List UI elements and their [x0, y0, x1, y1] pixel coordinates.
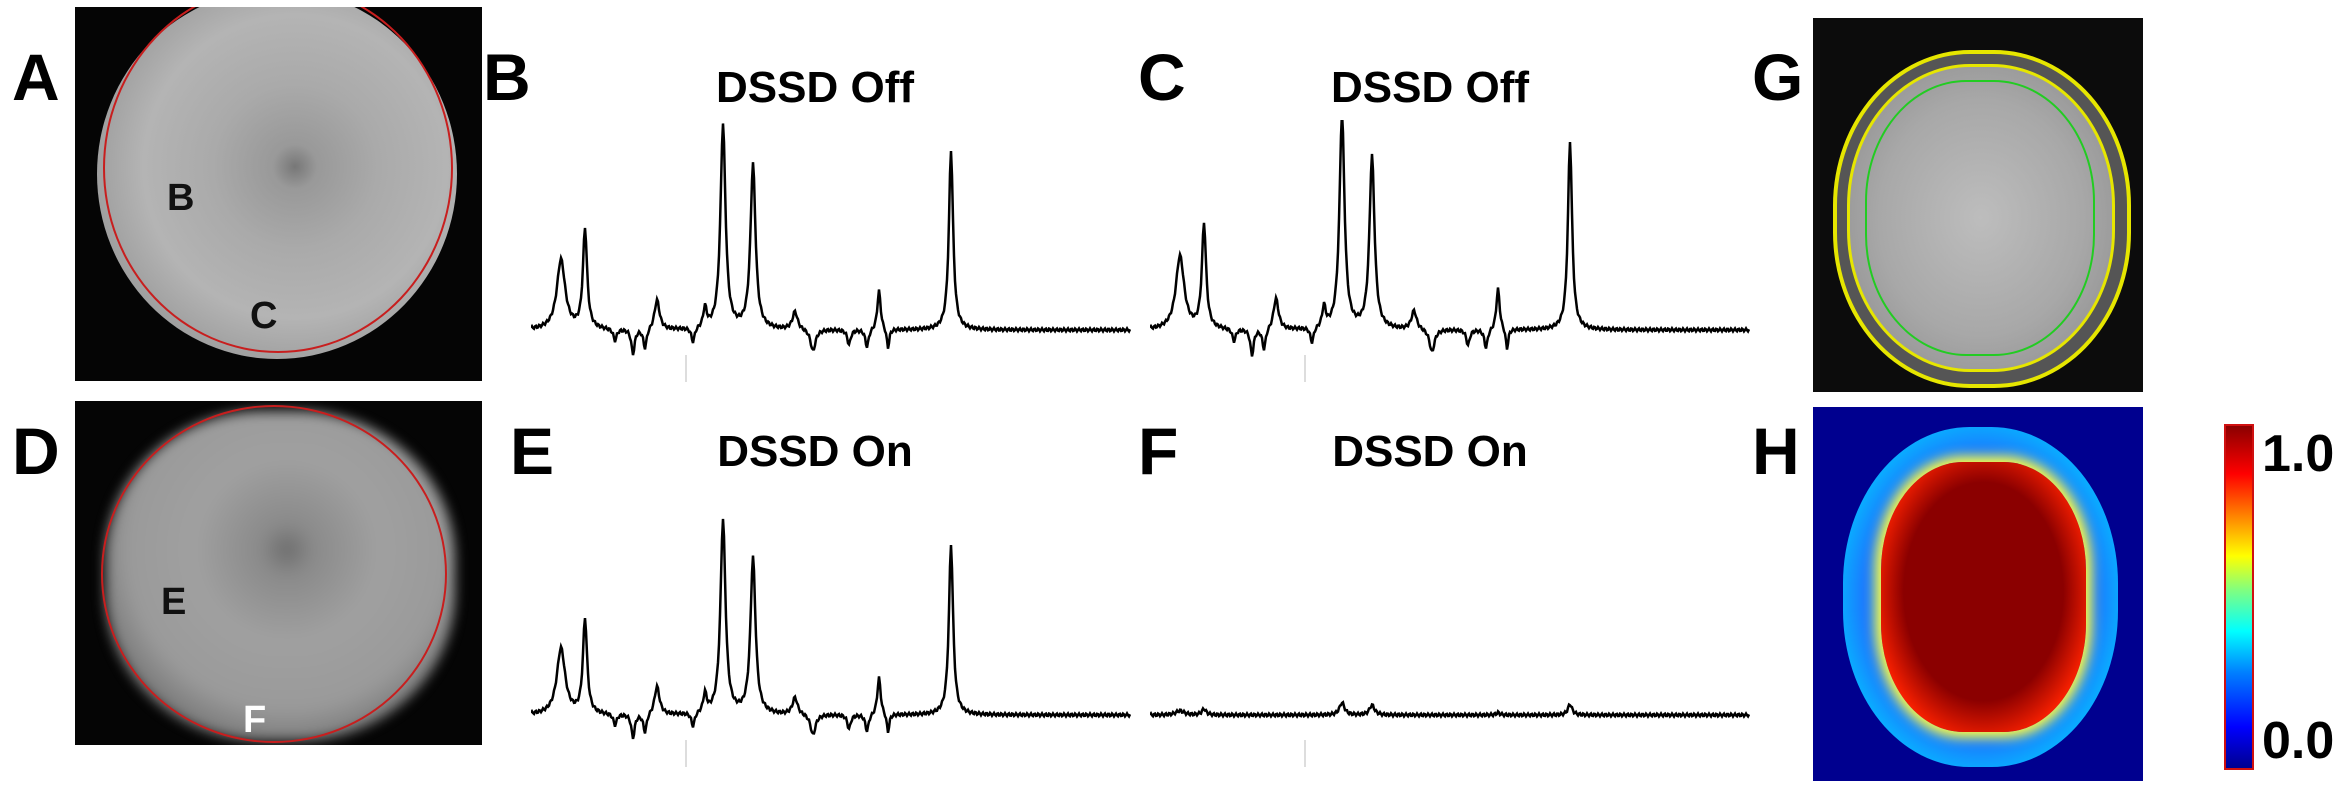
spectrum-b-title: DSSD Off — [716, 63, 914, 112]
panel-label-f: F — [1138, 414, 1179, 488]
panel-h-map — [1813, 407, 2143, 781]
spectrum-c-title: DSSD Off — [1331, 63, 1529, 112]
roi-label-f: F — [243, 699, 267, 741]
spectrum-e-title: DSSD On — [717, 427, 913, 476]
colorbar — [2224, 424, 2254, 770]
spectrum-b — [531, 123, 1131, 382]
spectrum-f — [1150, 700, 1750, 767]
panel-label-d: D — [12, 414, 60, 488]
roi-label-e: E — [161, 581, 187, 623]
roi-label-b: B — [167, 177, 195, 219]
roi-label-c: C — [250, 295, 278, 337]
panel-label-e: E — [510, 414, 555, 488]
panel-d-image: E F — [75, 401, 482, 745]
panel-label-g: G — [1752, 40, 1804, 114]
panel-label-c: C — [1138, 40, 1186, 114]
colorbar-min-label: 0.0 — [2262, 712, 2335, 770]
spectrum-f-title: DSSD On — [1332, 427, 1528, 476]
spectrum-line — [1150, 700, 1750, 720]
panel-label-b: B — [483, 40, 531, 114]
panel-label-a: A — [12, 40, 60, 114]
spectrum-line — [1150, 120, 1750, 357]
spectrum-line — [531, 123, 1131, 356]
panel-g-anatomical-image — [1813, 18, 2143, 392]
panel-a-image: B C — [75, 7, 482, 381]
spectrum-e — [531, 518, 1131, 767]
colorbar-max-label: 1.0 — [2262, 425, 2335, 483]
panel-label-h: H — [1752, 414, 1800, 488]
spectrum-c — [1150, 120, 1750, 382]
spectrum-line — [531, 518, 1131, 740]
